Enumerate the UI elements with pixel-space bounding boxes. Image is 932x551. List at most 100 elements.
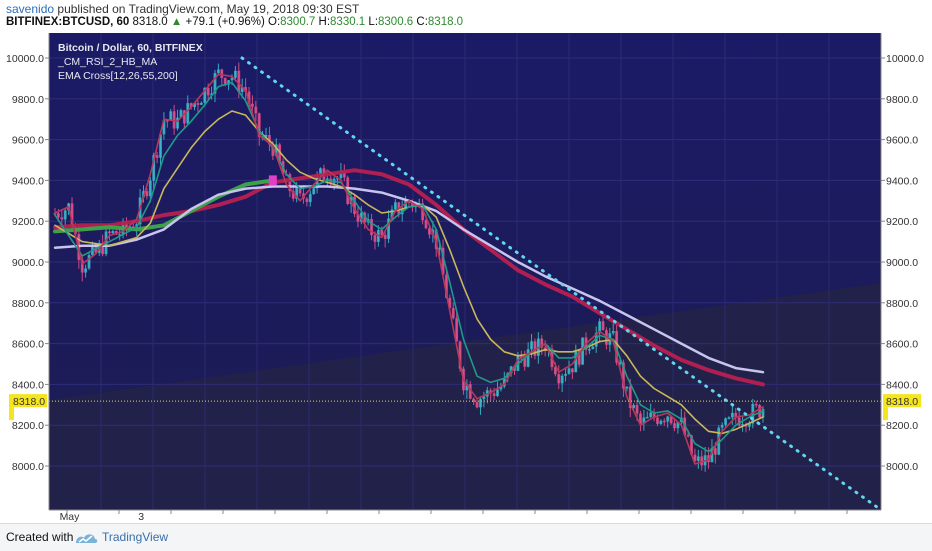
candle-body: [717, 427, 721, 455]
candle-body: [632, 405, 636, 408]
publish-info: savenido published on TradingView.com, M…: [6, 2, 359, 16]
candle-body: [251, 103, 254, 107]
ema26-line: [54, 81, 764, 453]
close-label: C:: [416, 16, 428, 28]
price-tick-label-left: 9400.0: [12, 175, 44, 187]
candle-body: [734, 412, 738, 418]
time-tick-label: 3: [138, 511, 144, 523]
candle-body: [247, 91, 251, 104]
candle-body: [152, 155, 156, 181]
candle-body: [342, 171, 346, 178]
open-value: 8300.7: [280, 16, 316, 28]
high-value: 8330.1: [330, 16, 366, 28]
candle-body: [421, 203, 425, 221]
price-axis-ticks: 10000.0 10000.0 9800.0 9800.0 9600.0 9600.0 94…: [6, 53, 924, 473]
candle-body: [257, 113, 261, 137]
time-tick-label: May: [60, 511, 81, 523]
candle-body: [70, 203, 74, 228]
candle-body: [148, 180, 152, 197]
candle-body: [690, 435, 693, 455]
ma-green-line: [53, 178, 275, 234]
tradingview-brand-link[interactable]: TradingView: [102, 530, 169, 544]
candle-body: [526, 349, 530, 367]
candle-body: [387, 218, 390, 239]
up-triangle-icon: ▲: [170, 16, 183, 28]
candle-body: [530, 341, 533, 350]
candle-body: [693, 454, 697, 461]
candle-body: [673, 423, 676, 429]
symbol-label: BITFINEX:BTCUSD, 60: [6, 16, 130, 28]
candle-body: [652, 412, 656, 418]
legend-indicator-ema: EMA Cross[12,26,55,200]: [58, 70, 178, 82]
candle-body: [662, 420, 666, 423]
candle-body: [601, 321, 605, 331]
price-change: +79.1 (+0.96%): [185, 16, 265, 28]
author-link[interactable]: savenido: [6, 2, 55, 16]
candle-body: [165, 120, 169, 122]
footer: Created with TradingView: [0, 523, 932, 551]
candle-body: [519, 354, 523, 358]
candle-body: [656, 417, 659, 424]
price-tag-left: 8318.0: [9, 394, 47, 408]
candle-body: [741, 424, 744, 426]
close-value: 8318.0: [427, 16, 464, 28]
candle-body: [472, 398, 476, 403]
trendline: [240, 56, 881, 510]
candle-body: [390, 209, 394, 219]
candle-body: [159, 134, 162, 158]
candle-body: [383, 235, 387, 239]
candle-body: [319, 168, 322, 176]
candle-body: [761, 409, 765, 418]
candle-body: [758, 405, 761, 418]
candle-body: [162, 120, 166, 135]
candle-body: [730, 412, 734, 418]
candle-body: [553, 367, 557, 375]
candle-body: [101, 243, 105, 255]
created-with-text: Created with: [6, 530, 74, 544]
price-tag-right-text: 8318.0: [886, 396, 918, 408]
ma-red-line: [53, 168, 765, 387]
candle-body: [458, 341, 462, 369]
candle-body: [380, 230, 384, 236]
candle-body: [649, 412, 653, 417]
candle-body: [720, 424, 724, 428]
candle-body: [373, 235, 377, 242]
legend-symbol: Bitcoin / Dollar, 60, BITFINEX: [58, 42, 203, 54]
price-tick-label-left: 8400.0: [12, 379, 44, 391]
price-tick-label-right: 9000.0: [886, 257, 918, 269]
candle-body: [356, 213, 360, 222]
price-chart[interactable]: 10000.0 10000.0 9800.0 9800.0 9600.0 9600.0 94…: [0, 0, 932, 523]
low-label: L:: [368, 16, 379, 28]
price-tick-label-right: 9200.0: [886, 216, 918, 228]
candle-body: [216, 69, 220, 74]
tradingview-logo-icon: [76, 534, 98, 543]
candle-body: [434, 229, 438, 250]
candle-body: [669, 416, 673, 424]
candle-body: [560, 375, 564, 384]
candle-body: [298, 187, 302, 194]
candle-body: [567, 368, 571, 374]
candle-body: [642, 417, 646, 424]
candle-body: [404, 200, 407, 210]
legend-indicator-rsi: _CM_RSI_2_HB_MA: [57, 56, 157, 68]
candle-body: [220, 69, 224, 78]
high-label: H:: [318, 16, 331, 28]
candle-body: [622, 362, 625, 389]
candle-body: [288, 174, 292, 192]
price-tick-label-right: 10000.0: [886, 53, 924, 65]
candle-body: [227, 80, 230, 85]
candle-body: [199, 102, 203, 105]
candle-body: [87, 255, 91, 269]
cross-marker: [268, 175, 277, 186]
price-tick-label-left: 8800.0: [12, 298, 44, 310]
price-tick-label-left: 10000.0: [6, 53, 44, 65]
candle-body: [448, 297, 452, 309]
candle-body: [465, 384, 469, 391]
candle-body: [598, 321, 602, 333]
candle-body: [533, 341, 537, 356]
candle-body: [111, 231, 115, 234]
price-tick-label-right: 8800.0: [886, 298, 918, 310]
candle-body: [108, 231, 111, 234]
grid: [49, 33, 881, 510]
candle-body: [176, 117, 179, 129]
